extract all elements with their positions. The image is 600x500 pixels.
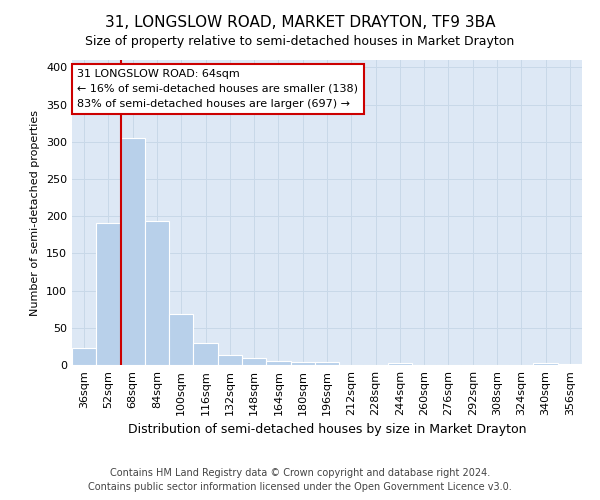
Bar bbox=[193, 342, 218, 365]
Text: Size of property relative to semi-detached houses in Market Drayton: Size of property relative to semi-detach… bbox=[85, 35, 515, 48]
Bar bbox=[558, 364, 582, 365]
Bar bbox=[315, 362, 339, 365]
Text: 31 LONGSLOW ROAD: 64sqm
← 16% of semi-detached houses are smaller (138)
83% of s: 31 LONGSLOW ROAD: 64sqm ← 16% of semi-de… bbox=[77, 69, 358, 109]
Bar bbox=[533, 363, 558, 365]
X-axis label: Distribution of semi-detached houses by size in Market Drayton: Distribution of semi-detached houses by … bbox=[128, 424, 526, 436]
Bar bbox=[242, 358, 266, 365]
Bar bbox=[266, 362, 290, 365]
Bar bbox=[145, 222, 169, 365]
Text: Contains HM Land Registry data © Crown copyright and database right 2024.
Contai: Contains HM Land Registry data © Crown c… bbox=[88, 468, 512, 492]
Text: 31, LONGSLOW ROAD, MARKET DRAYTON, TF9 3BA: 31, LONGSLOW ROAD, MARKET DRAYTON, TF9 3… bbox=[105, 15, 495, 30]
Y-axis label: Number of semi-detached properties: Number of semi-detached properties bbox=[31, 110, 40, 316]
Bar bbox=[388, 363, 412, 365]
Bar bbox=[169, 314, 193, 365]
Bar bbox=[121, 138, 145, 365]
Bar bbox=[96, 223, 121, 365]
Bar bbox=[290, 362, 315, 365]
Bar bbox=[72, 348, 96, 365]
Bar bbox=[218, 354, 242, 365]
